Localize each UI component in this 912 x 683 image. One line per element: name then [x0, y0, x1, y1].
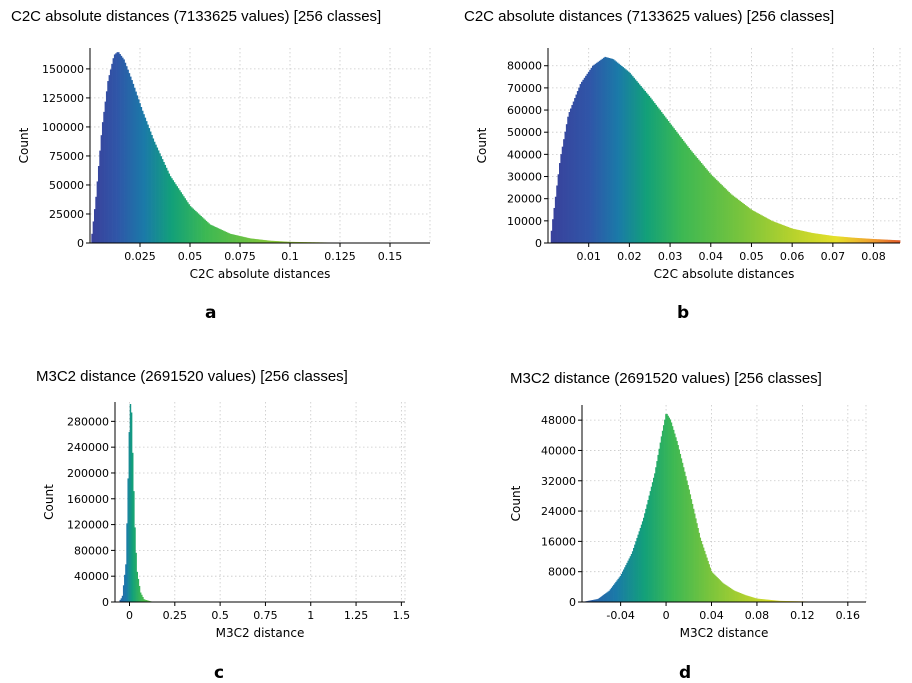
y-axis-label: Count — [17, 127, 31, 163]
x-tick-label: 0.04 — [699, 250, 724, 263]
y-tick-label: 280000 — [67, 415, 109, 428]
histogram-c: 0 0.25 0.5 0.75 1 1.25 1.5 0 40000 80000 120000 160… — [0, 340, 456, 680]
panel-label: b — [677, 303, 689, 323]
x-tick-label: 0.02 — [617, 250, 642, 263]
panel-d: M3C2 distance (2691520 values) [256 clas… — [456, 340, 912, 680]
x-axis-label: C2C absolute distances — [654, 267, 795, 281]
panel-a: C2C absolute distances (7133625 values) … — [0, 0, 456, 340]
x-tick-label: 1.5 — [393, 609, 411, 622]
panel-label: d — [679, 663, 691, 683]
y-tick-label: 240000 — [67, 441, 109, 454]
x-tick-label: 0.04 — [699, 609, 724, 622]
y-tick-label: 100000 — [42, 121, 84, 134]
x-tick-label: 0.12 — [790, 609, 815, 622]
y-tick-label: 40000 — [541, 444, 576, 457]
x-tick-label: 0.025 — [124, 250, 156, 263]
histogram-bars — [582, 414, 866, 602]
histogram-b: 0.01 0.02 0.03 0.04 0.05 0.06 0.07 0.08 0 10000 20… — [456, 0, 912, 340]
y-tick-label: 80000 — [507, 60, 542, 73]
x-tick-label: 0.07 — [821, 250, 846, 263]
x-tick-label: 1 — [307, 609, 314, 622]
x-tick-label: 0.01 — [576, 250, 601, 263]
y-tick-label: 25000 — [49, 208, 84, 221]
x-tick-label: 0.08 — [745, 609, 770, 622]
panel-label: a — [205, 303, 216, 323]
x-tick-label: 0.06 — [780, 250, 805, 263]
panel-c: M3C2 distance (2691520 values) [256 clas… — [0, 340, 456, 680]
y-tick-label: 50000 — [49, 179, 84, 192]
y-tick-label: 150000 — [42, 63, 84, 76]
y-tick-label: 20000 — [507, 193, 542, 206]
y-axis-label: Count — [475, 127, 489, 163]
y-tick-label: 40000 — [507, 148, 542, 161]
x-tick-label: 0.08 — [861, 250, 886, 263]
y-tick-label: 40000 — [74, 570, 109, 583]
x-axis-label: C2C absolute distances — [190, 267, 331, 281]
x-tick-label: 0.16 — [836, 609, 861, 622]
x-tick-label: 0.15 — [378, 250, 403, 263]
x-axis-label: M3C2 distance — [680, 626, 769, 640]
y-tick-label: 32000 — [541, 475, 576, 488]
y-tick-label: 80000 — [74, 544, 109, 557]
x-tick-label: 0.05 — [739, 250, 764, 263]
x-tick-label: 0.1 — [281, 250, 299, 263]
x-tick-label: 0 — [663, 609, 670, 622]
y-tick-label: 160000 — [67, 493, 109, 506]
y-tick-label: 125000 — [42, 92, 84, 105]
y-tick-label: 70000 — [507, 82, 542, 95]
x-axis-label: M3C2 distance — [216, 626, 305, 640]
y-tick-label: 60000 — [507, 104, 542, 117]
y-tick-label: 8000 — [548, 566, 576, 579]
histogram-a: 0.025 0.05 0.075 0.1 0.125 0.15 0 25000 50000 750… — [0, 0, 456, 340]
x-tick-label: 0.5 — [211, 609, 229, 622]
x-tick-label: 1.25 — [344, 609, 369, 622]
x-tick-label: 0.05 — [178, 250, 203, 263]
grid — [115, 402, 405, 602]
y-tick-label: 0 — [535, 237, 542, 250]
y-tick-label: 48000 — [541, 414, 576, 427]
y-tick-label: 75000 — [49, 150, 84, 163]
x-tick-label: 0.075 — [224, 250, 256, 263]
y-axis-label: Count — [42, 484, 56, 520]
panel-label: c — [214, 663, 224, 683]
histogram-bars — [118, 404, 166, 602]
x-tick-label: 0.03 — [658, 250, 683, 263]
x-tick-label: 0.125 — [324, 250, 356, 263]
x-tick-label: 0.25 — [163, 609, 188, 622]
x-tick-label: 0 — [126, 609, 133, 622]
y-tick-label: 0 — [77, 237, 84, 250]
y-tick-label: 16000 — [541, 535, 576, 548]
y-tick-label: 0 — [569, 596, 576, 609]
x-tick-label: -0.04 — [606, 609, 634, 622]
y-tick-label: 120000 — [67, 519, 109, 532]
y-tick-label: 10000 — [507, 215, 542, 228]
histogram-d: -0.04 0 0.04 0.08 0.12 0.16 0 8000 16000 24000 320… — [456, 340, 912, 680]
y-tick-label: 30000 — [507, 171, 542, 184]
panel-b: C2C absolute distances (7133625 values) … — [456, 0, 912, 340]
x-tick-label: 0.75 — [253, 609, 278, 622]
histogram-bars — [549, 57, 900, 243]
y-tick-label: 50000 — [507, 126, 542, 139]
y-axis-label: Count — [509, 485, 523, 521]
y-tick-label: 0 — [102, 596, 109, 609]
y-tick-label: 200000 — [67, 467, 109, 480]
y-tick-label: 24000 — [541, 505, 576, 518]
